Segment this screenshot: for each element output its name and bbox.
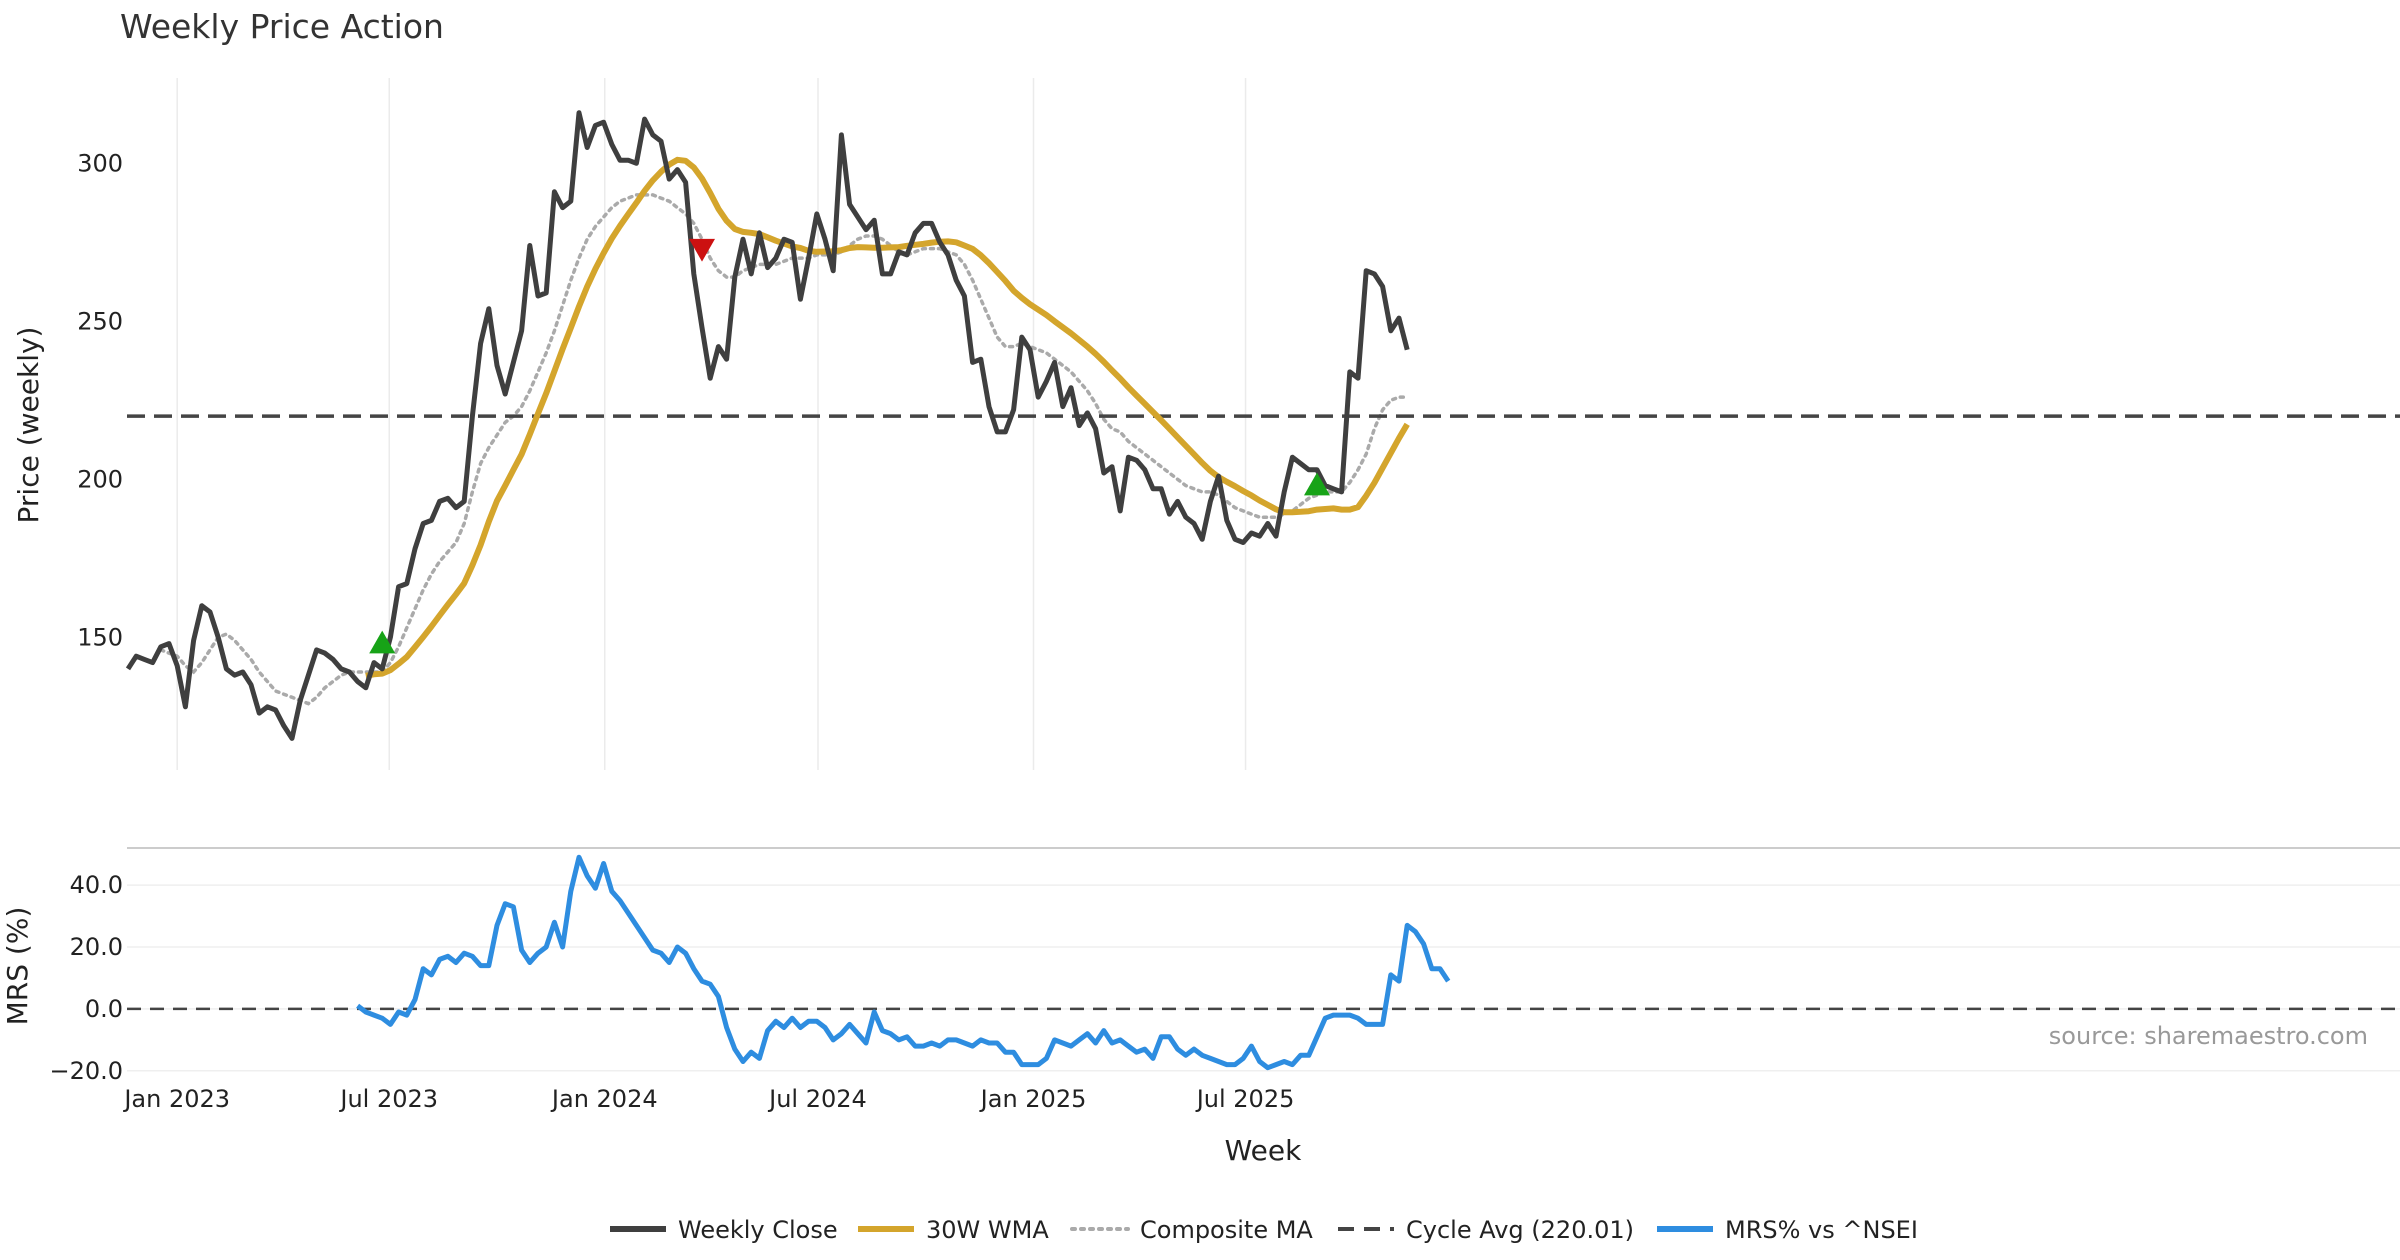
buy-signal-marker: [369, 630, 396, 654]
price-tick-label: 150: [77, 623, 123, 651]
composite-ma-line: [159, 193, 1409, 706]
price-tick-label: 200: [77, 465, 123, 493]
weekly-close-line: [125, 110, 1410, 741]
mrs-line: [356, 854, 1451, 1071]
x-axis: Jan 2023 Jul 2023 Jan 2024 Jul 2024 Jan 2025…: [122, 1085, 1294, 1113]
x-axis-title: Week: [1225, 1134, 1302, 1167]
x-tick-label: Jan 2025: [979, 1085, 1087, 1113]
price-tick-label: 300: [77, 149, 123, 177]
source-label: source: sharemaestro.com: [2049, 1022, 2368, 1050]
legend-label: Cycle Avg (220.01): [1406, 1216, 1634, 1244]
price-tick-label: 250: [77, 307, 123, 335]
mrs-tick-label: 20.0: [70, 933, 123, 961]
wma-30w-line: [365, 156, 1410, 679]
chart-title: Weekly Price Action: [120, 7, 444, 46]
sell-signal-marker: [689, 238, 715, 262]
x-tick-label: Jan 2024: [550, 1085, 658, 1113]
mrs-panel: 40.0 20.0 0.0 −20.0: [49, 847, 2400, 1085]
legend-label: Composite MA: [1140, 1216, 1313, 1244]
mrs-tick-label: 40.0: [70, 871, 123, 899]
price-axis-title: Price (weekly): [12, 327, 45, 524]
buy-signal-marker: [1304, 472, 1330, 496]
legend-label: MRS% vs ^NSEI: [1725, 1216, 1918, 1244]
price-panel: 150 200 250 300: [77, 78, 2400, 770]
mrs-tick-label: −20.0: [49, 1057, 123, 1085]
x-tick-label: Jul 2023: [338, 1085, 438, 1113]
x-tick-label: Jul 2025: [1195, 1085, 1295, 1113]
legend-label: Weekly Close: [678, 1216, 838, 1244]
legend-label: 30W WMA: [926, 1216, 1049, 1244]
x-tick-label: Jul 2024: [767, 1085, 867, 1113]
legend: Weekly Close 30W WMA Composite MA Cycle Avg…: [610, 1216, 1918, 1244]
mrs-axis-title: MRS (%): [1, 907, 34, 1026]
mrs-tick-label: 0.0: [85, 995, 123, 1023]
x-tick-label: Jan 2023: [122, 1085, 230, 1113]
